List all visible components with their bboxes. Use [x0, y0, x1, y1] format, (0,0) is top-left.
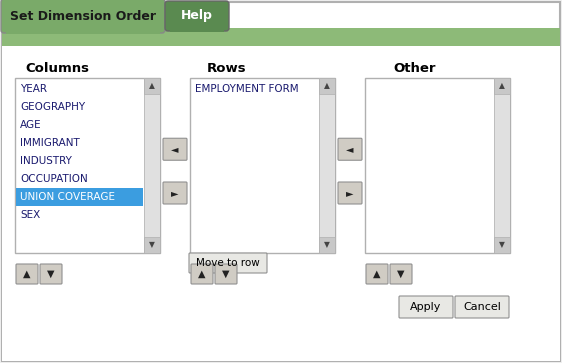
Text: ►: ►	[346, 188, 353, 198]
Text: GEOGRAPHY: GEOGRAPHY	[20, 102, 85, 112]
Text: Apply: Apply	[410, 302, 442, 312]
Text: Rows: Rows	[207, 61, 247, 74]
Text: ▼: ▼	[397, 269, 405, 279]
FancyBboxPatch shape	[390, 264, 412, 284]
Bar	[144, 78, 160, 253]
Bar	[319, 78, 335, 94]
Text: Cancel: Cancel	[463, 302, 501, 312]
Text: ◄: ◄	[346, 144, 353, 154]
Text: UNION COVERAGE: UNION COVERAGE	[20, 192, 115, 202]
Bar	[2, 28, 560, 46]
FancyBboxPatch shape	[215, 264, 237, 284]
FancyBboxPatch shape	[338, 138, 362, 160]
Bar	[144, 237, 160, 253]
Bar	[494, 78, 510, 253]
Bar	[319, 78, 335, 253]
Text: INDUSTRY: INDUSTRY	[20, 156, 72, 166]
Text: ▲: ▲	[373, 269, 380, 279]
Bar	[319, 237, 335, 253]
Text: ▲: ▲	[499, 82, 505, 90]
Bar	[319, 78, 335, 253]
Bar	[144, 78, 160, 253]
Bar	[15, 78, 160, 253]
Bar	[365, 78, 510, 253]
FancyBboxPatch shape	[163, 138, 187, 160]
FancyBboxPatch shape	[40, 264, 62, 284]
Text: ▼: ▼	[499, 241, 505, 249]
FancyBboxPatch shape	[191, 264, 213, 284]
Text: Help: Help	[181, 9, 213, 23]
Bar	[494, 237, 510, 253]
Bar	[2, 46, 560, 361]
FancyBboxPatch shape	[366, 264, 388, 284]
Bar	[16, 188, 143, 206]
Text: ▼: ▼	[47, 269, 55, 279]
Text: AGE: AGE	[20, 120, 42, 130]
Text: IMMIGRANT: IMMIGRANT	[20, 138, 80, 148]
FancyBboxPatch shape	[399, 296, 453, 318]
Text: OCCUPATION: OCCUPATION	[20, 174, 88, 184]
Text: Move to row: Move to row	[196, 258, 260, 268]
Bar	[144, 78, 160, 94]
FancyBboxPatch shape	[163, 182, 187, 204]
FancyBboxPatch shape	[189, 253, 267, 273]
Text: ◄: ◄	[171, 144, 179, 154]
Text: ▼: ▼	[324, 241, 330, 249]
Bar	[170, 24, 224, 32]
Text: ▼: ▼	[222, 269, 230, 279]
Bar	[494, 78, 510, 94]
Bar	[494, 78, 510, 253]
Text: YEAR: YEAR	[20, 84, 47, 94]
FancyBboxPatch shape	[165, 1, 229, 31]
Text: Set Dimension Order: Set Dimension Order	[10, 9, 156, 23]
FancyBboxPatch shape	[338, 182, 362, 204]
Text: Other: Other	[393, 61, 436, 74]
Text: ▲: ▲	[198, 269, 206, 279]
Bar	[6, 26, 160, 34]
FancyBboxPatch shape	[455, 296, 509, 318]
Text: ▲: ▲	[324, 82, 330, 90]
Text: ▲: ▲	[149, 82, 155, 90]
Text: ▼: ▼	[149, 241, 155, 249]
Text: EMPLOYMENT FORM: EMPLOYMENT FORM	[195, 84, 298, 94]
Text: ▲: ▲	[23, 269, 31, 279]
FancyBboxPatch shape	[16, 264, 38, 284]
Text: SEX: SEX	[20, 210, 40, 220]
Bar	[190, 78, 335, 253]
FancyBboxPatch shape	[1, 0, 165, 33]
Text: ►: ►	[171, 188, 179, 198]
Text: Columns: Columns	[25, 61, 89, 74]
